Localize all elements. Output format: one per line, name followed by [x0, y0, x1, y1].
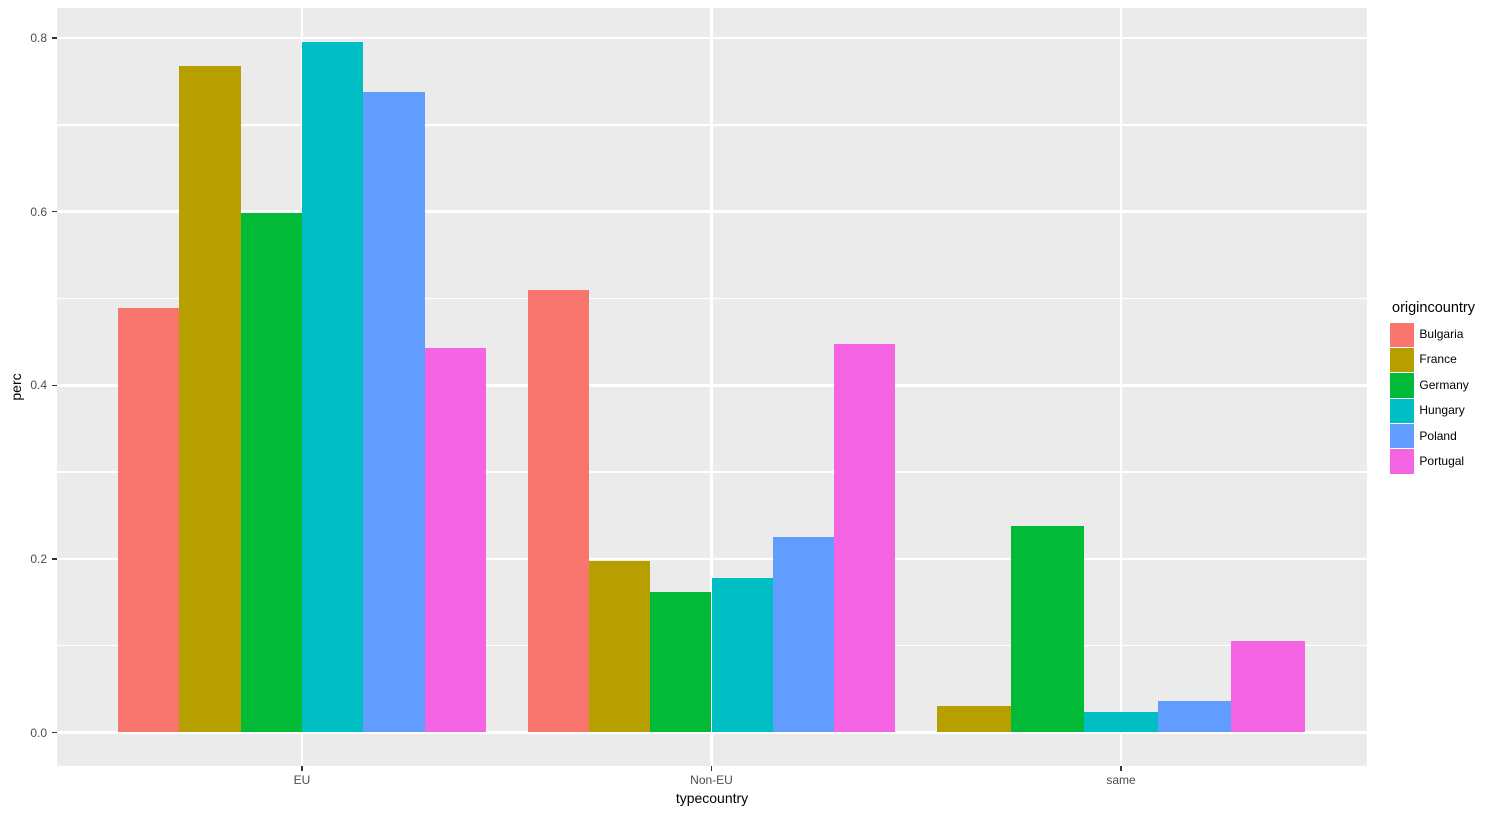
y-tick-mark	[52, 558, 57, 560]
bar-non-eu-germany	[650, 591, 712, 733]
x-tick-mark	[301, 766, 303, 771]
legend-label-portugal: Portugal	[1419, 453, 1465, 468]
x-tick-mark	[1120, 766, 1122, 771]
bar-same-poland	[1157, 701, 1232, 733]
y-tick-label: 0.2	[30, 551, 47, 566]
legend-label-bulgaria: Bulgaria	[1419, 327, 1464, 341]
legend-swatch-france	[1390, 347, 1415, 373]
legend: origincountry Bulgaria France Germany Hunga…	[1388, 300, 1500, 474]
legend-item-germany: Germany	[1388, 373, 1500, 398]
bar-eu-bulgaria	[118, 308, 180, 733]
bar-same-france	[937, 705, 1011, 733]
y-tick-mark	[52, 211, 57, 213]
bar-eu-poland	[363, 91, 425, 733]
y-tick-label: 0.8	[30, 31, 47, 46]
legend-item-france: France	[1388, 347, 1500, 373]
legend-swatch-poland	[1390, 424, 1415, 449]
bar-eu-portugal	[424, 347, 486, 733]
legend-item-bulgaria: Bulgaria	[1388, 322, 1500, 347]
bar-non-eu-bulgaria	[527, 289, 589, 733]
bar-eu-germany	[240, 212, 302, 733]
bar-non-eu-hungary	[711, 577, 773, 733]
y-tick-label: 0.4	[30, 378, 47, 393]
legend-label-hungary: Hungary	[1419, 403, 1465, 418]
bar-non-eu-poland	[772, 537, 835, 733]
x-major-gridline	[710, 8, 713, 766]
x-tick-mark	[710, 766, 713, 771]
x-axis-title: typecountry	[675, 790, 749, 806]
legend-swatch-hungary	[1390, 398, 1415, 424]
y-tick-label: 0.6	[30, 204, 47, 219]
x-major-gridline	[1119, 8, 1123, 766]
legend-item-portugal: Portugal	[1388, 449, 1500, 474]
legend-items: Bulgaria France Germany Hungary Poland Portug…	[1388, 322, 1500, 474]
y-tick-label: 0.0	[30, 725, 47, 740]
x-tick-label-non-eu: Non-EU	[690, 773, 733, 787]
legend-label-germany: Germany	[1419, 377, 1469, 392]
bar-eu-france	[179, 65, 241, 733]
legend-swatch-germany	[1390, 373, 1415, 398]
legend-label-poland: Poland	[1419, 428, 1457, 443]
bar-same-hungary	[1084, 711, 1158, 733]
x-tick-label-eu: EU	[293, 773, 311, 787]
legend-swatch-portugal	[1390, 449, 1415, 474]
y-tick-mark	[52, 731, 57, 734]
bar-same-portugal	[1231, 641, 1305, 733]
plot-panel	[57, 8, 1367, 766]
bar-non-eu-portugal	[834, 343, 896, 733]
y-tick-mark	[52, 37, 57, 39]
bar-same-germany	[1010, 525, 1085, 733]
y-tick-mark	[52, 384, 57, 386]
legend-title: origincountry	[1392, 300, 1476, 316]
y-axis-title: perc	[8, 373, 24, 401]
legend-item-poland: Poland	[1388, 424, 1500, 449]
legend-item-hungary: Hungary	[1388, 398, 1500, 424]
x-tick-label-same: same	[1106, 773, 1136, 787]
legend-swatch-bulgaria	[1390, 322, 1415, 347]
legend-label-france: France	[1419, 352, 1457, 367]
bar-non-eu-france	[588, 560, 651, 733]
bar-eu-hungary	[302, 42, 364, 733]
